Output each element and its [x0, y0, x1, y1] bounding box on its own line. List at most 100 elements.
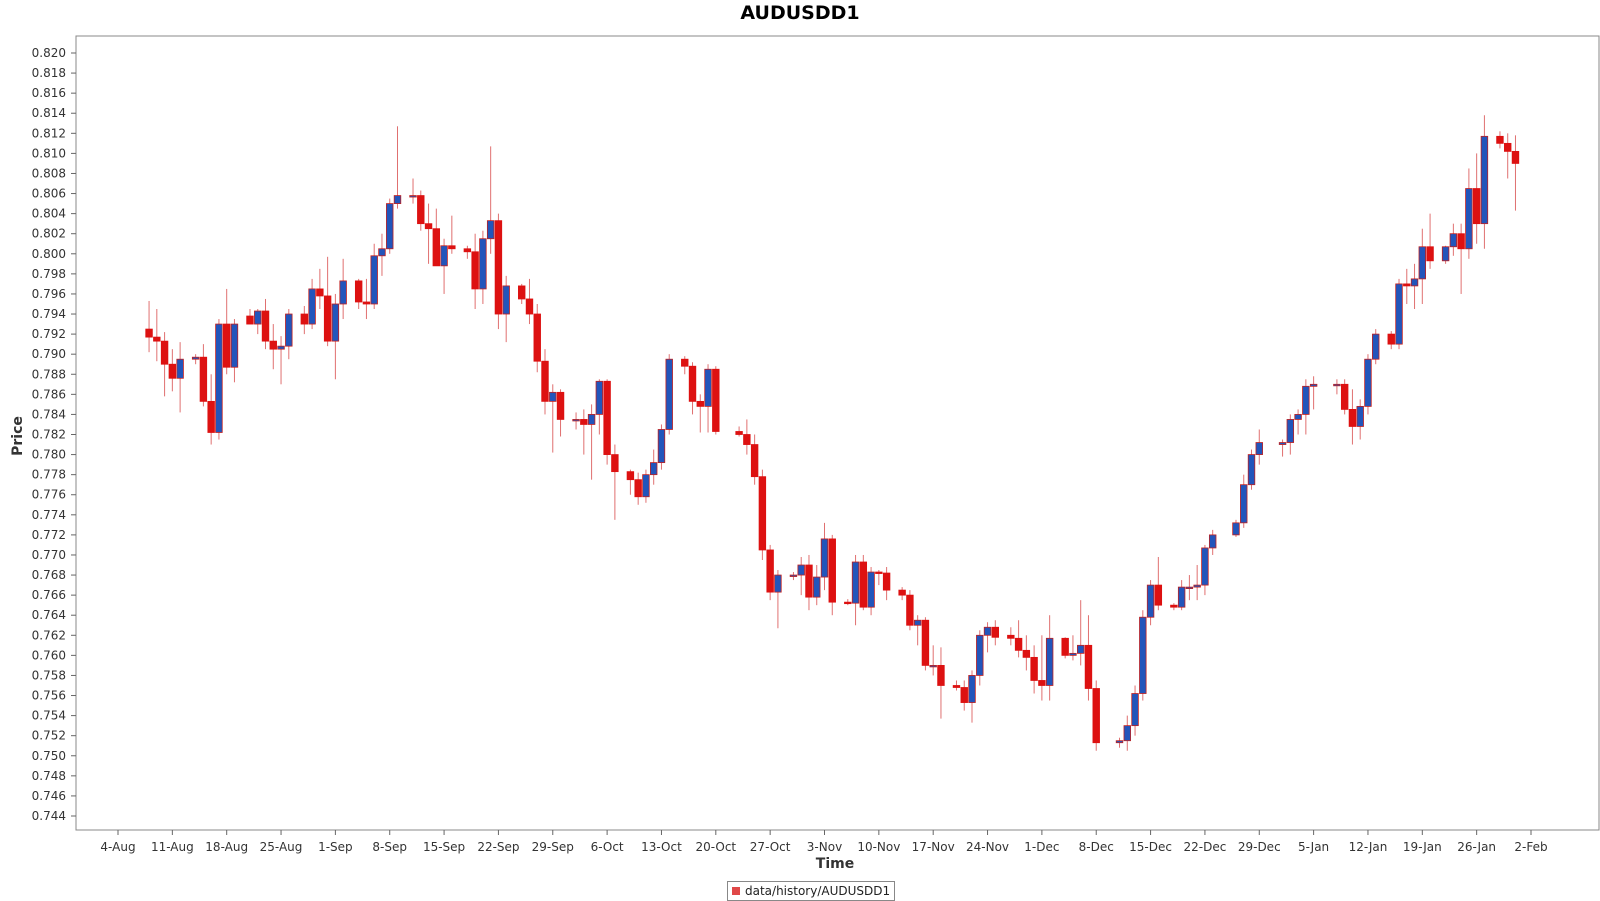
candle-body [230, 323, 239, 368]
y-tick-label: 0.792 [32, 327, 66, 341]
candle [1511, 135, 1520, 211]
y-tick-label: 0.796 [32, 287, 66, 301]
candle-body [587, 414, 596, 425]
candle-body [1372, 333, 1380, 360]
candle [168, 349, 177, 392]
candle [354, 278, 363, 310]
candle-body [1255, 442, 1263, 455]
candle [486, 146, 495, 254]
candle [409, 178, 417, 204]
candle [308, 278, 316, 330]
candle-body [735, 431, 743, 435]
candle-body [1084, 644, 1093, 689]
candle [1403, 268, 1411, 304]
candle-body [479, 238, 487, 290]
candle [386, 198, 394, 254]
candle-body [595, 380, 604, 415]
candle [1077, 600, 1085, 666]
candle-body [712, 368, 720, 432]
candle-body [1208, 534, 1217, 549]
candle [1084, 615, 1093, 701]
candle-body [549, 391, 557, 402]
candle-body [1232, 522, 1240, 536]
x-tick-label: 12-Jan [1349, 840, 1388, 854]
legend-swatch [732, 887, 740, 895]
candle-body [572, 419, 580, 422]
candle-body [960, 687, 968, 703]
candle-body [1480, 135, 1489, 225]
y-tick-label: 0.746 [32, 789, 66, 803]
x-axis-title: Time [815, 856, 855, 872]
y-axis: 0.744 0.746 0.748 0.750 0.752 0.754 0.756 0.758… [32, 46, 76, 823]
candle-body [424, 223, 433, 230]
candle [929, 645, 937, 676]
candle-body [541, 360, 549, 402]
y-tick-label: 0.762 [32, 628, 66, 642]
candle [1022, 635, 1031, 671]
candle [634, 472, 642, 505]
candle-body [750, 444, 759, 478]
y-tick-label: 0.764 [32, 608, 66, 622]
candle [556, 389, 565, 437]
candle-body [1077, 644, 1085, 654]
candle [191, 354, 200, 365]
candle [1154, 556, 1163, 611]
candle-body [642, 474, 650, 498]
candle [463, 245, 472, 259]
candle-body [176, 358, 184, 379]
y-tick-label: 0.748 [32, 769, 66, 783]
candle-body [1092, 688, 1100, 744]
candle-body [603, 380, 611, 455]
candle [580, 409, 588, 455]
candle-body [471, 251, 479, 290]
candle [1465, 168, 1473, 259]
candle-body [1247, 454, 1256, 486]
candle [1139, 610, 1147, 701]
y-tick-label: 0.768 [32, 568, 66, 582]
candle [277, 336, 285, 385]
candle [1170, 603, 1178, 611]
y-tick-label: 0.802 [32, 227, 66, 241]
y-tick-label: 0.806 [32, 187, 66, 201]
x-tick-label: 8-Sep [372, 840, 407, 854]
candle [1348, 389, 1357, 445]
y-tick-label: 0.756 [32, 689, 66, 703]
candle-body [743, 434, 751, 445]
candle-body [1061, 637, 1069, 656]
candle [1418, 228, 1427, 304]
chart-title: AUDUSDD1 [740, 2, 860, 24]
candle [1395, 278, 1403, 350]
candle [160, 332, 169, 397]
candle [696, 394, 704, 433]
candle-body [308, 288, 316, 325]
candle [1146, 580, 1155, 626]
candle [269, 324, 277, 370]
candle [1286, 414, 1295, 455]
candle [1372, 329, 1380, 365]
candle [1247, 449, 1256, 490]
candle [758, 469, 767, 560]
candle [681, 356, 689, 375]
candle [712, 366, 720, 435]
y-tick-label: 0.790 [32, 347, 66, 361]
candle [1014, 620, 1023, 658]
candle [316, 268, 324, 310]
candle-body [486, 220, 495, 240]
candle-body [246, 315, 254, 325]
candle [882, 567, 891, 601]
candle-body [207, 400, 215, 433]
x-axis: 4-Aug 11-Aug 18-Aug 25-Aug 1-Sep 8-Sep 15-Sep 2… [100, 830, 1548, 854]
x-tick-label: 1-Sep [318, 840, 353, 854]
candle [1115, 737, 1124, 748]
candle [285, 309, 293, 360]
y-tick-label: 0.818 [32, 66, 66, 80]
candle [657, 424, 666, 470]
candle-body [913, 619, 922, 626]
y-tick-label: 0.770 [32, 548, 66, 562]
candle-body [199, 356, 208, 402]
candle [1496, 131, 1504, 149]
candle [906, 590, 914, 631]
candle-body [665, 358, 673, 430]
candle-body [882, 572, 891, 591]
